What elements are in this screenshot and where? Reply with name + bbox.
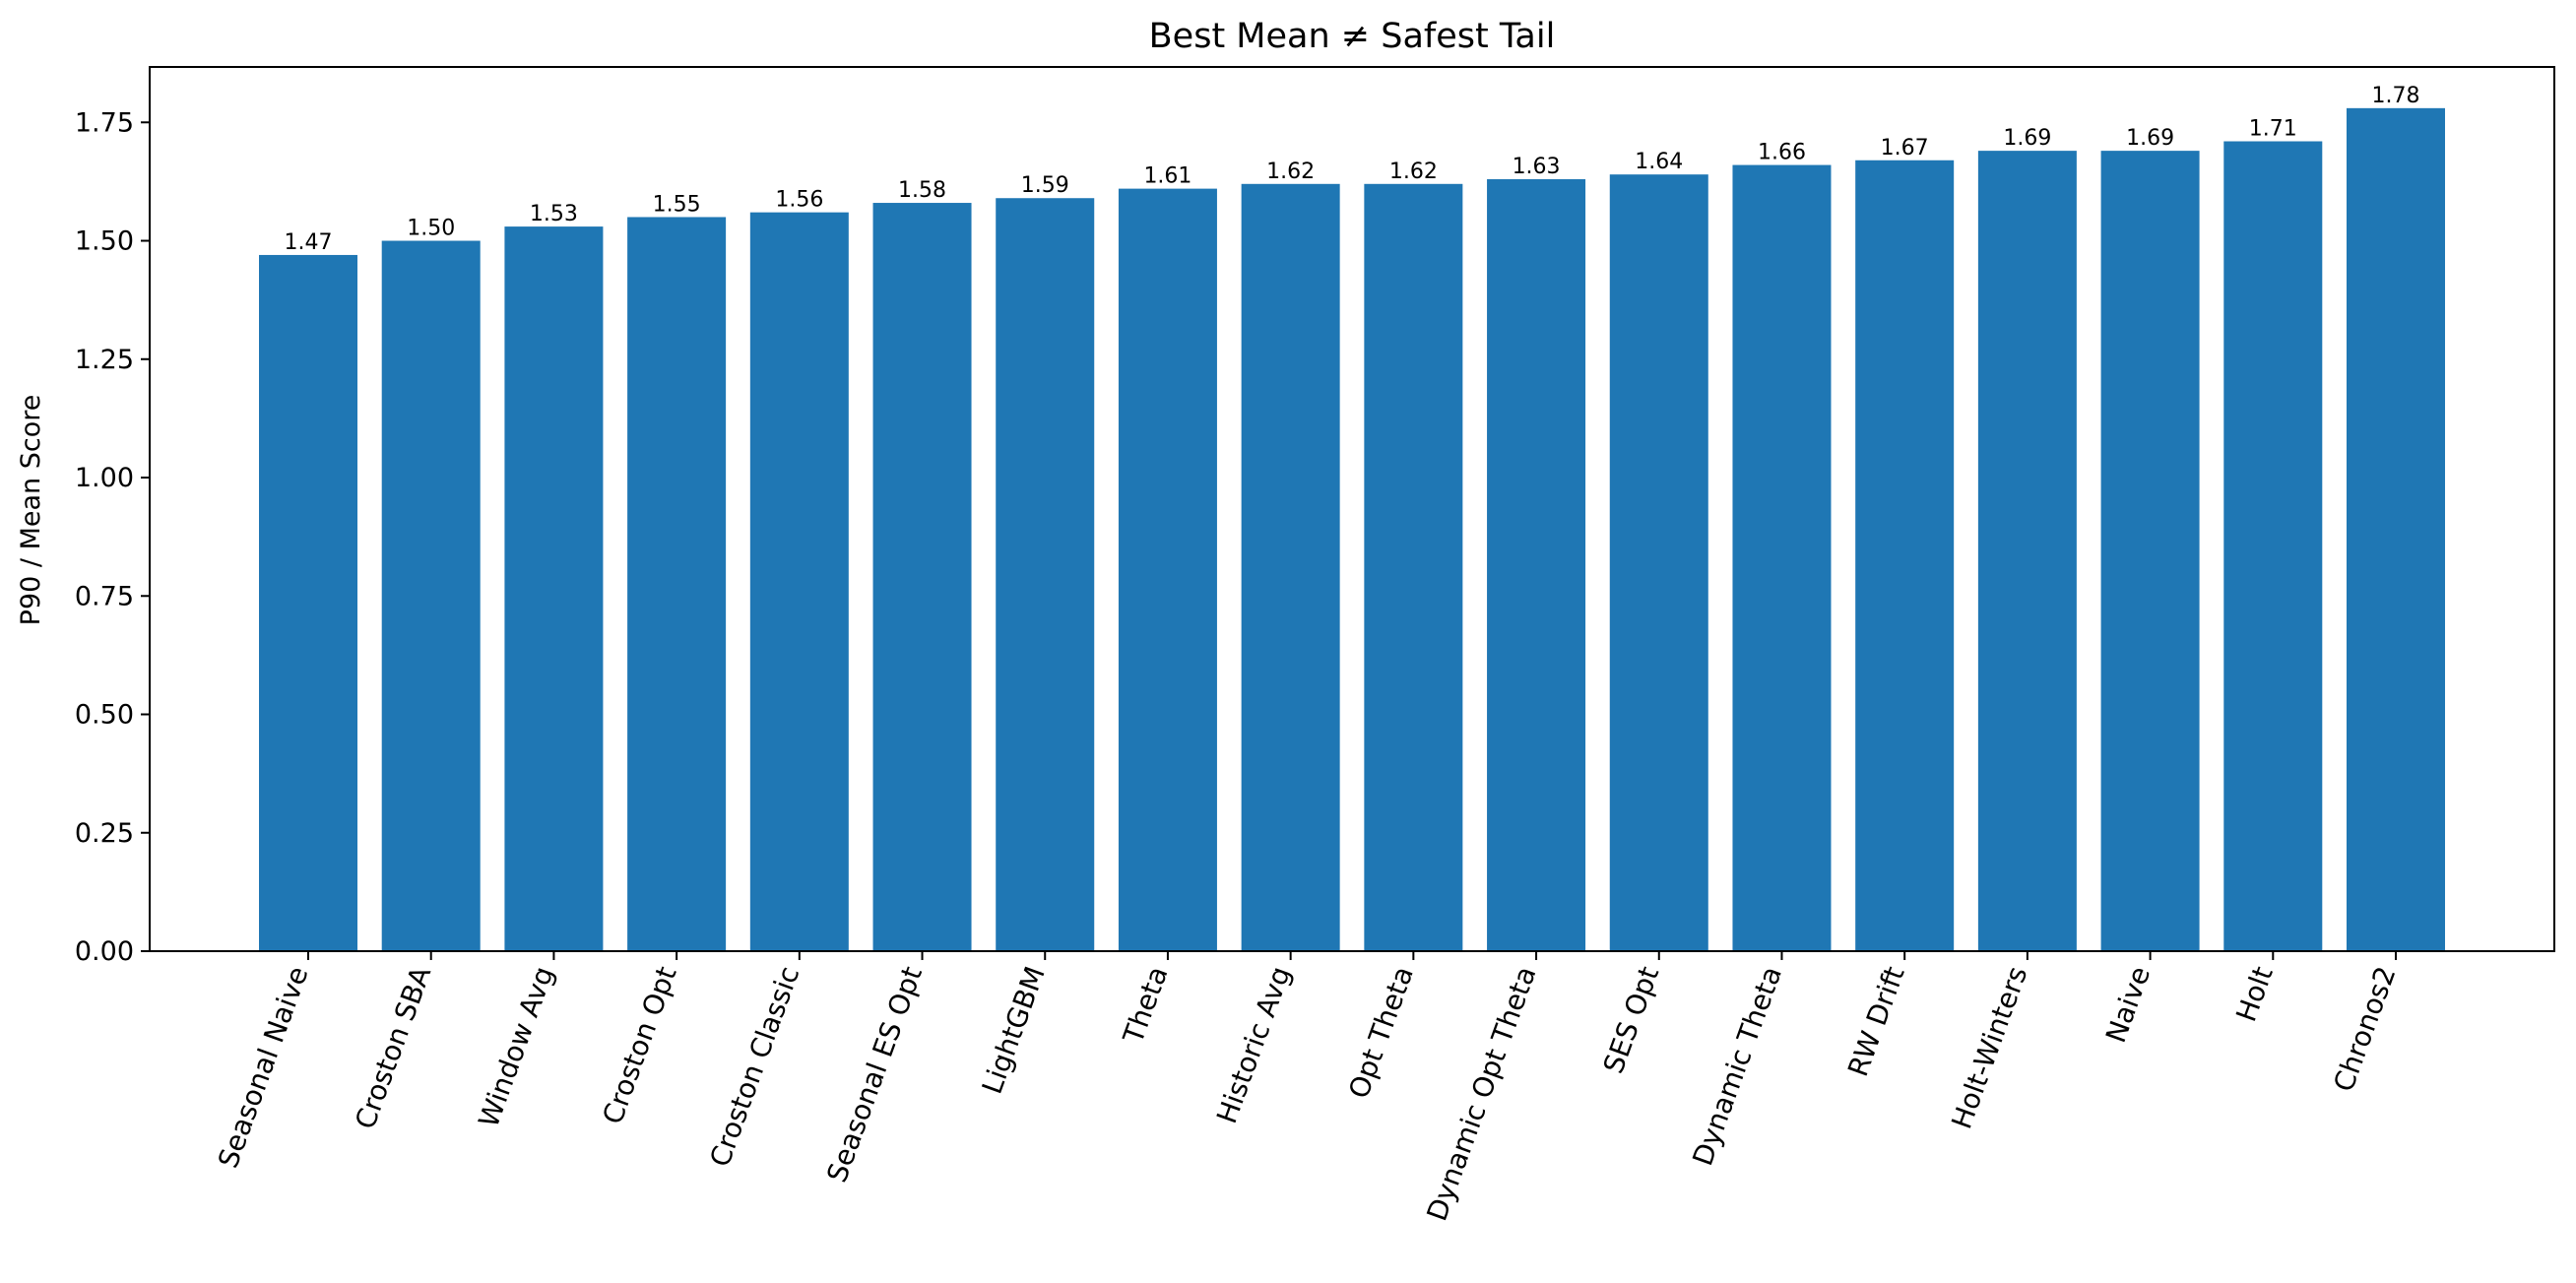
y-tick-label: 1.50 xyxy=(75,226,134,257)
bar-value-label: 1.64 xyxy=(1635,150,1683,174)
y-tick-label: 0.25 xyxy=(75,818,134,849)
bar-value-label: 1.67 xyxy=(1881,136,1929,160)
bar-value-label: 1.56 xyxy=(775,188,823,213)
bar-value-label: 1.78 xyxy=(2372,84,2420,108)
bar xyxy=(1855,160,1955,951)
bar xyxy=(872,203,972,951)
bar xyxy=(2347,107,2445,951)
bar xyxy=(627,217,727,951)
bar-value-label: 1.69 xyxy=(2126,126,2174,151)
bar xyxy=(1118,188,1217,951)
x-tick-label: Croston Classic xyxy=(703,962,805,1171)
x-tick-label: Holt xyxy=(2229,962,2279,1026)
x-tick-label: SES Opt xyxy=(1597,962,1666,1077)
x-tick-label: Chronos2 xyxy=(2327,962,2402,1096)
bar xyxy=(1732,164,1832,951)
y-tick-label: 1.25 xyxy=(75,345,134,375)
y-tick-label: 0.50 xyxy=(75,700,134,731)
x-tick-label: Seasonal ES Opt xyxy=(820,962,929,1187)
x-tick-label: Opt Theta xyxy=(1342,962,1420,1103)
bar-value-label: 1.58 xyxy=(898,178,946,203)
bar xyxy=(1487,178,1586,951)
bar xyxy=(1364,183,1463,952)
bar xyxy=(2100,151,2200,951)
y-tick-label: 1.75 xyxy=(75,107,134,138)
bar xyxy=(749,212,849,951)
x-tick-label: Theta xyxy=(1117,962,1175,1049)
bar xyxy=(1241,183,1340,952)
bar-value-label: 1.53 xyxy=(530,202,578,226)
bar-value-label: 1.61 xyxy=(1143,164,1191,189)
bar-value-label: 1.50 xyxy=(407,217,455,241)
x-tick-label: Croston Opt xyxy=(596,962,682,1128)
x-tick-label: LightGBM xyxy=(976,962,1052,1098)
y-axis-label: P90 / Mean Score xyxy=(16,395,46,626)
bar xyxy=(1977,151,2077,951)
bar-value-label: 1.47 xyxy=(285,230,333,255)
bar-value-label: 1.62 xyxy=(1389,160,1438,184)
x-tick-label: Dynamic Theta xyxy=(1686,962,1788,1170)
bar-value-label: 1.62 xyxy=(1266,160,1315,184)
bar-value-label: 1.63 xyxy=(1513,155,1561,179)
bar xyxy=(2223,141,2323,952)
chart-title: Best Mean ≠ Safest Tail xyxy=(1149,17,1556,56)
x-tick-label: Window Avg xyxy=(472,962,560,1131)
x-tick-label: Dynamic Opt Theta xyxy=(1420,962,1542,1225)
bar xyxy=(259,254,357,951)
bar xyxy=(996,198,1095,951)
bar-value-label: 1.69 xyxy=(2003,126,2051,151)
bar-value-label: 1.66 xyxy=(1758,141,1806,165)
x-tick-label: Croston SBA xyxy=(349,962,437,1133)
bar xyxy=(1609,174,1708,951)
x-tick-label: Historic Avg xyxy=(1210,962,1297,1127)
x-tick-label: RW Drift xyxy=(1841,962,1911,1080)
bar-value-label: 1.71 xyxy=(2249,117,2297,142)
x-tick-label: Holt-Winters xyxy=(1945,962,2033,1133)
bar xyxy=(504,226,604,951)
y-tick-label: 0.75 xyxy=(75,581,134,611)
bar-value-label: 1.59 xyxy=(1021,173,1069,198)
bar xyxy=(381,240,481,951)
x-tick-label: Seasonal Naive xyxy=(212,962,315,1172)
bar-value-label: 1.55 xyxy=(653,192,701,217)
x-tick-label: Naive xyxy=(2099,962,2157,1047)
y-tick-label: 1.00 xyxy=(75,463,134,493)
plot-frame xyxy=(149,66,2555,952)
y-tick-label: 0.00 xyxy=(75,936,134,967)
